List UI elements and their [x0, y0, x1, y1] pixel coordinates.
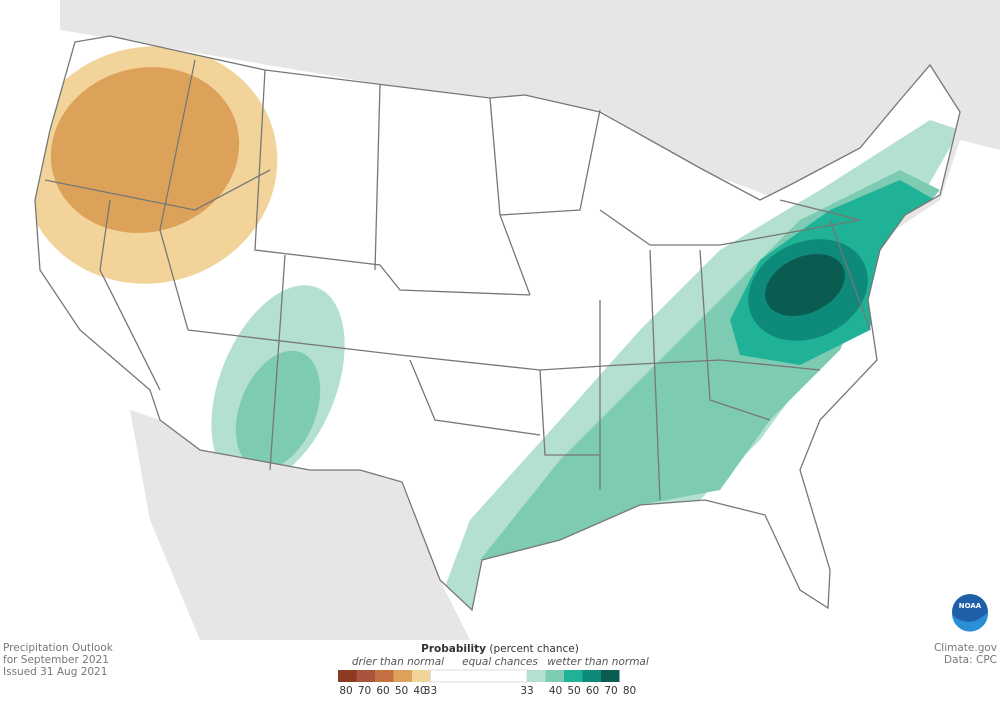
- legend-tick: 50: [567, 685, 580, 697]
- legend-tick: 70: [358, 685, 371, 697]
- legend-label: drier than normal: [352, 656, 444, 668]
- canada: [60, 0, 1000, 240]
- footer-text: Climate.gov: [934, 642, 997, 654]
- legend-swatch: [338, 670, 357, 682]
- state-borders: [34, 35, 961, 611]
- logo-wave: [952, 612, 989, 632]
- legend-tick: 50: [395, 685, 408, 697]
- legend-title-main: Probability: [421, 643, 486, 655]
- legend-subtitle: (percent chance): [489, 643, 579, 655]
- footer-text: for September 2021: [3, 654, 109, 666]
- legend-swatch: [356, 670, 375, 682]
- legend-label: equal chances: [462, 656, 538, 668]
- wetter-40-50: [235, 350, 321, 470]
- legend-swatch: [601, 670, 620, 682]
- legend-tick: 60: [376, 685, 389, 697]
- probability-areas: [35, 46, 960, 610]
- legend-swatch: [564, 670, 583, 682]
- mexico: [130, 410, 470, 640]
- legend-swatch: [412, 670, 431, 682]
- state-line: [44, 59, 871, 501]
- legend-swatch: [430, 669, 528, 683]
- drier-40-50: [50, 67, 240, 233]
- legend-tick: 70: [604, 685, 617, 697]
- legend-tick: 80: [623, 685, 636, 697]
- legend-tick: 40: [549, 685, 562, 697]
- legend-tick: 40: [413, 685, 426, 697]
- legend-swatch: [545, 670, 564, 682]
- noaa-logo: NOAA: [952, 594, 989, 632]
- legend-tick: 33: [424, 685, 437, 697]
- legend-swatch: [375, 670, 394, 682]
- legend-tick: 33: [520, 685, 533, 697]
- legend-tick: 60: [586, 685, 599, 697]
- logo-text: NOAA: [959, 602, 982, 610]
- footer-text: Precipitation Outlook: [3, 642, 114, 654]
- legend-title: Probability (percent chance): [421, 643, 579, 655]
- footer-text: Issued 31 Aug 2021: [3, 666, 107, 678]
- footer-text: Data: CPC: [944, 654, 997, 666]
- legend-swatch: [527, 670, 546, 682]
- legend-tick: 80: [339, 685, 352, 697]
- wetter-70-80: [765, 254, 845, 316]
- legend-swatch: [393, 670, 412, 682]
- legend-label: wetter than normal: [547, 656, 649, 668]
- legend-swatch: [582, 670, 601, 682]
